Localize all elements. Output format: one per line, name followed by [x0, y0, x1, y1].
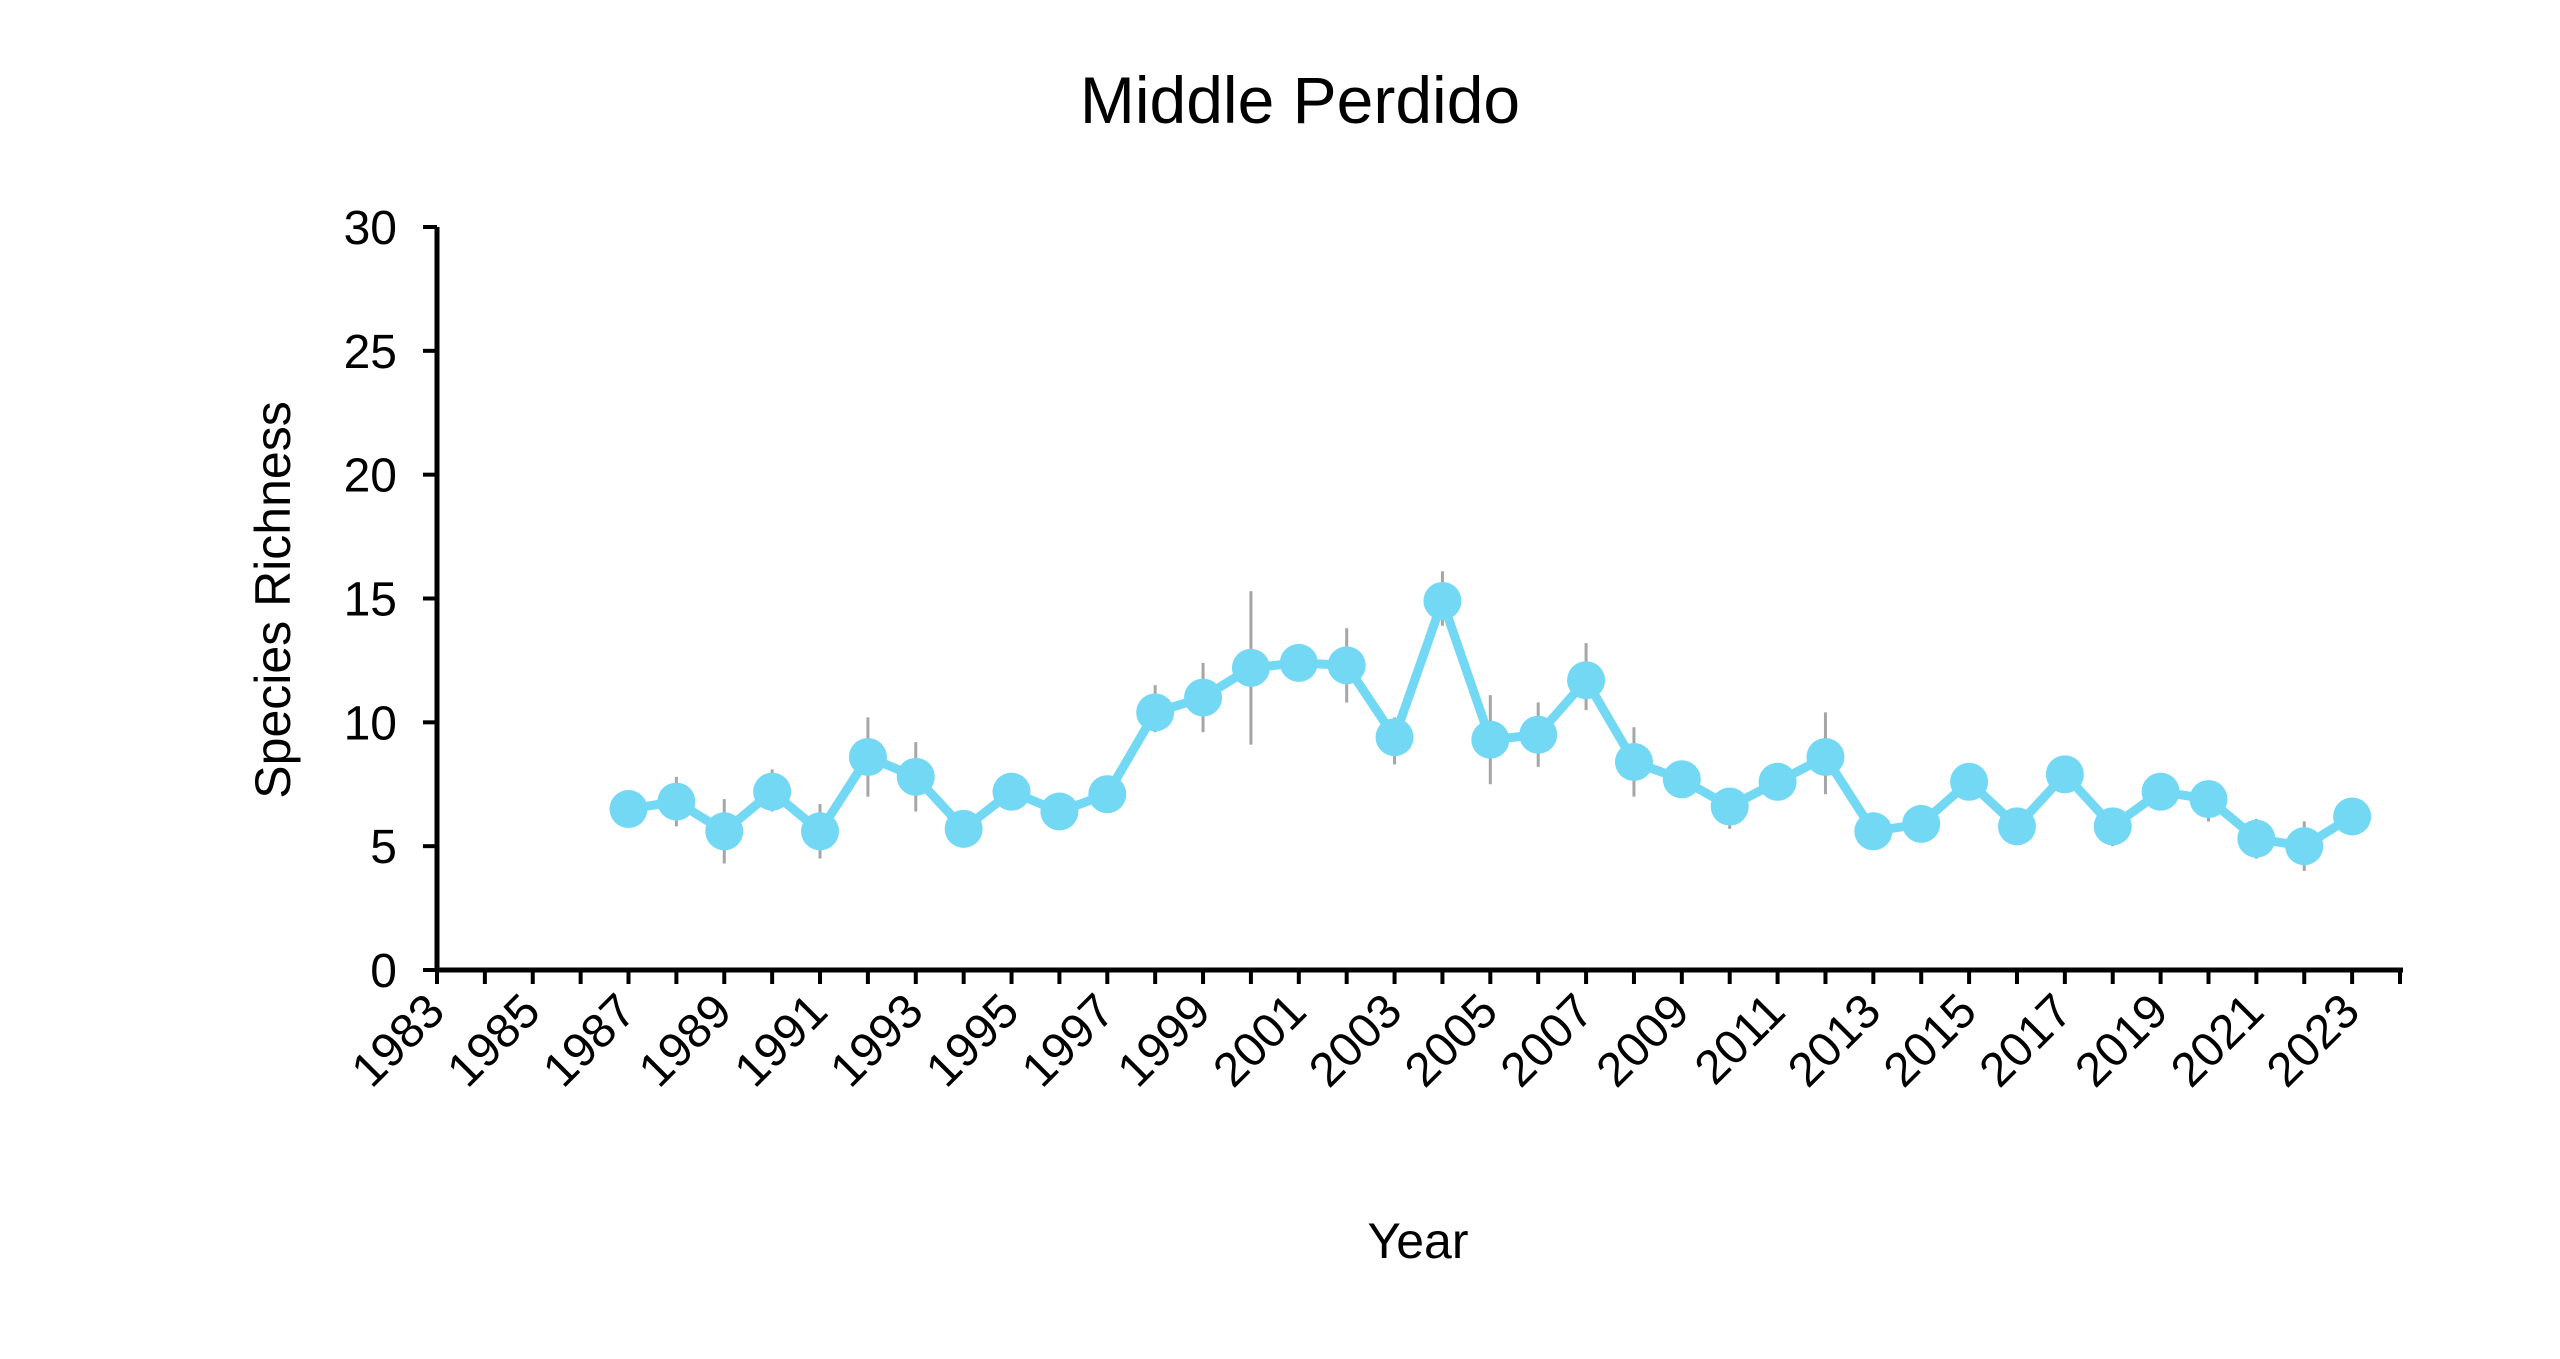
x-tick-label: 1993	[821, 984, 934, 1097]
data-points	[609, 581, 2372, 866]
data-point	[2045, 755, 2084, 794]
data-point	[2093, 807, 2132, 846]
x-tick-label: 2021	[2161, 984, 2274, 1097]
data-point	[657, 782, 696, 821]
data-point	[1950, 762, 1989, 801]
x-tick-label: 1985	[438, 984, 551, 1097]
data-point	[1279, 643, 1318, 682]
data-point	[753, 772, 792, 811]
x-tick-label: 2023	[2257, 984, 2370, 1097]
data-point	[992, 772, 1031, 811]
x-tick-label: 1995	[916, 984, 1029, 1097]
x-tick-label: 2017	[1970, 984, 2083, 1097]
x-tick-label: 2009	[1587, 984, 1700, 1097]
data-point	[1710, 787, 1749, 826]
data-point	[1327, 646, 1366, 685]
data-point	[801, 812, 840, 851]
y-tick-label: 10	[344, 697, 397, 750]
x-tick-label: 2001	[1204, 984, 1317, 1097]
data-point	[1423, 581, 1462, 620]
x-tick-label: 2003	[1299, 984, 1412, 1097]
y-tick-label: 20	[344, 450, 397, 503]
x-tick-label: 1991	[725, 984, 838, 1097]
x-tick-label: 2013	[1778, 984, 1891, 1097]
data-point	[2141, 772, 2180, 811]
x-axis-label: Year	[1367, 1213, 1468, 1269]
x-axis-ticks: 1983198519871989199119931995199719992001…	[342, 970, 2402, 1097]
x-tick-label: 1983	[342, 984, 455, 1097]
data-point	[2285, 827, 2324, 866]
data-point	[1758, 762, 1797, 801]
data-point	[2333, 797, 2372, 836]
x-tick-label: 1999	[1108, 984, 1221, 1097]
data-point	[1806, 738, 1845, 777]
data-point	[705, 812, 744, 851]
x-tick-label: 2011	[1685, 984, 1795, 1094]
data-point	[1471, 720, 1510, 759]
data-point	[2237, 819, 2276, 858]
data-point	[1614, 742, 1653, 781]
data-point	[1662, 760, 1701, 799]
data-point	[1088, 775, 1127, 814]
y-tick-label: 30	[344, 202, 397, 255]
x-tick-label: 1989	[629, 984, 742, 1097]
data-point	[2189, 780, 2228, 819]
data-point	[1375, 718, 1414, 757]
data-point	[1567, 661, 1606, 700]
chart-title: Middle Perdido	[1080, 63, 1520, 137]
data-point	[1519, 715, 1558, 754]
data-point	[1184, 678, 1223, 717]
x-tick-label: 1997	[1012, 984, 1125, 1097]
data-point	[1997, 807, 2036, 846]
x-tick-label: 2019	[2065, 984, 2178, 1097]
y-tick-label: 25	[344, 326, 397, 379]
y-axis-ticks: 0 5 10 15 20 25 30	[344, 202, 437, 998]
y-tick-label: 15	[344, 574, 397, 627]
data-point	[848, 738, 887, 777]
x-tick-label: 1987	[533, 984, 646, 1097]
data-point	[1136, 693, 1175, 732]
data-point	[1231, 648, 1270, 687]
x-tick-label: 2015	[1874, 984, 1987, 1097]
y-tick-label: 0	[370, 945, 397, 998]
y-axis-label: Species Richness	[245, 401, 301, 798]
y-tick-label: 5	[370, 821, 397, 874]
data-point	[609, 790, 648, 829]
x-tick-label: 2007	[1491, 984, 1604, 1097]
data-point	[944, 809, 983, 848]
data-point	[896, 757, 935, 796]
data-point	[1854, 812, 1893, 851]
x-tick-label: 2005	[1395, 984, 1508, 1097]
data-point	[1902, 804, 1941, 843]
data-point	[1040, 792, 1079, 831]
